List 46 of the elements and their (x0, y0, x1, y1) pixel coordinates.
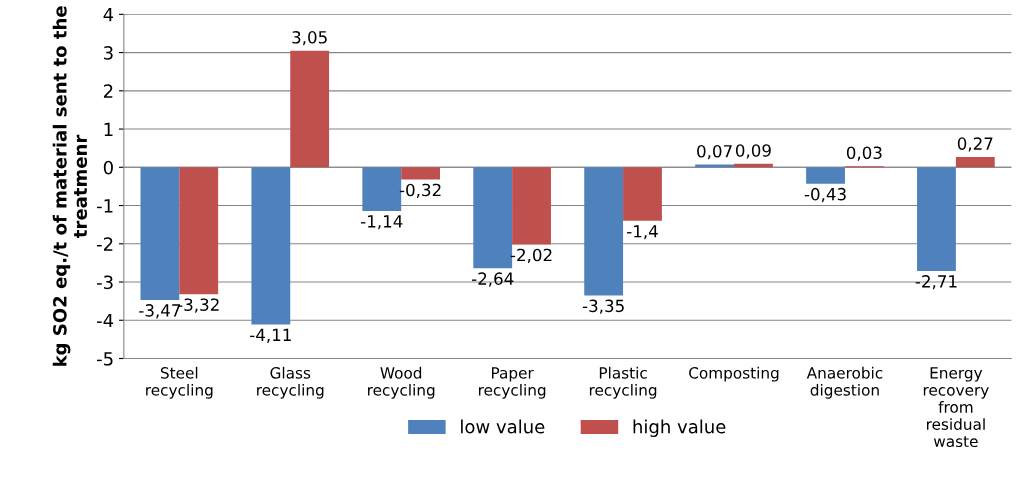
data-label: 0,27 (957, 137, 993, 152)
legend-label: high value (633, 419, 726, 437)
data-label: -1,4 (627, 225, 658, 240)
data-label: 3,05 (292, 31, 327, 46)
y-tick-label: -1 (97, 199, 113, 213)
y-tick-label: 2 (103, 84, 113, 98)
data-label: -1,14 (361, 215, 403, 230)
bar (955, 156, 995, 168)
y-tick-label: 1 (104, 122, 113, 136)
y-tick-label: 3 (104, 46, 113, 60)
data-label: -2,71 (915, 275, 957, 290)
bar (623, 167, 662, 221)
x-tick-label: Plastic recycling (589, 366, 657, 399)
bar (179, 167, 219, 295)
legend-label: low value (461, 419, 545, 434)
y-axis-title: kg SO2 eq./t of material sent to the treatmenr (52, 6, 88, 366)
x-tick-label: Glass recycling (257, 366, 324, 399)
bar (584, 167, 624, 296)
x-tick-label: Composting (689, 366, 779, 382)
data-label: -4,11 (250, 328, 291, 343)
bar (806, 167, 845, 184)
y-tick-label: -4 (97, 313, 114, 328)
y-tick-label: 4 (103, 8, 114, 22)
y-tick-label: -3 (97, 275, 113, 290)
data-label: 0,03 (846, 146, 882, 161)
data-label: 0,07 (697, 144, 732, 160)
x-tick-label: Wood recycling (368, 366, 435, 399)
data-label: -0,43 (804, 187, 846, 203)
x-tick-label: Anaerobic digestion (806, 366, 883, 399)
bar (917, 167, 956, 271)
data-label: -3,47 (139, 304, 181, 319)
y-tick-label: -5 (97, 352, 113, 366)
x-tick-label: Steel recycling (146, 366, 213, 399)
bar (362, 167, 402, 211)
bar (512, 167, 551, 245)
data-label: -3,35 (582, 299, 624, 314)
x-tick-label: Paper recycling (478, 367, 546, 399)
data-label: -2,64 (471, 272, 514, 287)
bar (140, 167, 180, 300)
bar (290, 50, 330, 168)
x-tick-label: Energy recovery from residual waste (923, 367, 989, 448)
y-tick-label: -2 (97, 237, 113, 251)
bar (251, 167, 291, 325)
data-label: 0,09 (735, 144, 771, 159)
y-tick-label: 0 (103, 160, 113, 175)
bar (401, 167, 441, 180)
